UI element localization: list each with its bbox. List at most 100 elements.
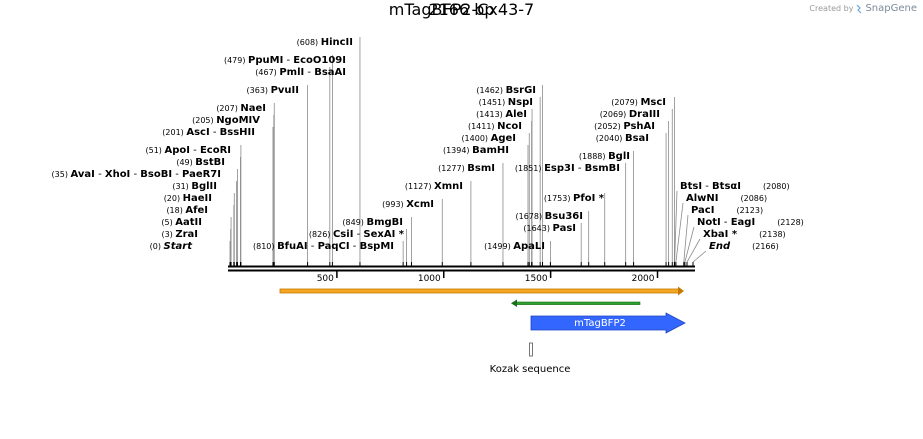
enzyme-apoi[interactable]: (51) ApoI - EcoRI — [146, 145, 232, 156]
enzyme-label: End (2166) — [709, 241, 779, 252]
enzyme-paci[interactable]: PacI (2123) — [691, 205, 763, 216]
enzyme-label: (49) BstBI — [176, 157, 225, 168]
enzyme-label: (467) PmlI - BsaAI — [255, 67, 346, 78]
enzyme-label: PacI (2123) — [691, 205, 763, 216]
snapgene-brand-text: SnapGene — [865, 3, 917, 14]
enzyme-pasi[interactable]: (1643) PasI — [523, 223, 576, 234]
kozak-label: Kozak sequence — [490, 364, 571, 375]
enzyme-label: (0) Start — [150, 241, 194, 252]
enzyme-agei[interactable]: (1400) AgeI — [461, 133, 516, 144]
orange-feature[interactable] — [279, 286, 684, 296]
enzyme-bsrgi[interactable]: (1462) BsrGI — [476, 85, 536, 96]
enzyme-label: AlwNI (2086) — [686, 193, 767, 204]
enzyme-ncoi[interactable]: (1411) NcoI — [468, 121, 522, 132]
enzyme-label: (2079) MscI — [611, 97, 666, 108]
enzyme-pvuii[interactable]: (363) PvuII — [247, 85, 299, 96]
enzyme-naei[interactable]: (207) NaeI — [216, 103, 266, 114]
cut-line — [684, 226, 695, 263]
enzyme-bamhi[interactable]: (1394) BamHI — [443, 145, 509, 156]
enzyme-nspi[interactable]: (1451) NspI — [479, 97, 533, 108]
enzyme-label: (2052) PshAI — [594, 121, 655, 132]
enzyme-label: (20) HaeII — [164, 193, 212, 204]
created-by-text: Created by — [809, 4, 854, 13]
enzyme-haeii[interactable]: (20) HaeII — [164, 193, 212, 204]
enzyme-label: (2040) BsaI — [596, 133, 649, 144]
enzyme-msci[interactable]: (2079) MscI — [611, 97, 666, 108]
enzyme-label: (1394) BamHI — [443, 145, 509, 156]
enzyme-avai[interactable]: (35) AvaI - XhoI - BsoBI - PaeR7I — [52, 169, 221, 180]
enzyme-pfoi[interactable]: (1753) PfoI * — [544, 193, 605, 204]
enzyme-bfuai[interactable]: (810) BfuAI - PaqCI - BspMI — [253, 241, 394, 252]
enzyme-bsu36i[interactable]: (1678) Bsu36I — [516, 211, 584, 222]
enzyme-xmni[interactable]: (1127) XmnI — [405, 181, 463, 192]
enzyme-apali[interactable]: (1499) ApaLI — [484, 241, 545, 252]
ruler-label: 2000 — [632, 274, 655, 284]
enzyme-bsai[interactable]: (2040) BsaI — [596, 133, 649, 144]
enzyme-start[interactable]: (0) Start — [150, 241, 194, 252]
enzyme-label: (1277) BsmI — [438, 163, 495, 174]
enzyme-label: (479) PpuMI - EcoO109I — [224, 55, 346, 66]
enzyme-csii[interactable]: (826) CsiI - SexAI * — [309, 229, 405, 240]
enzyme-esp3i[interactable]: (1851) Esp3I - BsmBI — [515, 163, 620, 174]
enzyme-label: (1888) BglI — [579, 151, 630, 162]
enzyme-label: (810) BfuAI - PaqCI - BspMI — [253, 241, 394, 252]
enzyme-bmgbi[interactable]: (849) BmgBI — [342, 217, 403, 228]
enzyme-aatii[interactable]: (5) AatII — [161, 217, 202, 228]
enzyme-draiii[interactable]: (2069) DraIII — [600, 109, 660, 120]
enzyme-label: (1643) PasI — [523, 223, 576, 234]
ruler-label: 500 — [317, 274, 334, 284]
enzyme-alwni[interactable]: AlwNI (2086) — [686, 193, 767, 204]
enzyme-bstbi[interactable]: (49) BstBI — [176, 157, 225, 168]
enzyme-asci[interactable]: (201) AscI - BssHII — [162, 127, 255, 138]
enzyme-label: (207) NaeI — [216, 103, 266, 114]
enzyme-btsi[interactable]: BtsI - BtsαI (2080) — [680, 181, 790, 192]
enzyme-noti[interactable]: NotI - EagI (2128) — [697, 217, 804, 228]
enzyme-label: (849) BmgBI — [342, 217, 403, 228]
enzyme-label: (1451) NspI — [479, 97, 533, 108]
enzyme-label: (1413) AleI — [476, 109, 527, 120]
enzyme-label: (1411) NcoI — [468, 121, 522, 132]
mtagbfp2-feature[interactable]: mTagBFP2 — [530, 312, 686, 334]
enzyme-ngomiv[interactable]: (205) NgoMIV — [192, 115, 260, 126]
enzyme-labels: (608) HincII (479) PpuMI - EcoO109I(467) … — [52, 37, 804, 252]
enzyme-pmli[interactable]: (467) PmlI - BsaAI — [255, 67, 346, 78]
enzyme-label: (363) PvuII — [247, 85, 299, 96]
enzyme-bglii[interactable]: (31) BglII — [172, 181, 217, 192]
kozak-feature[interactable]: Kozak sequence — [490, 342, 571, 375]
green-feature[interactable] — [511, 299, 641, 308]
enzyme-label: (201) AscI - BssHII — [162, 127, 255, 138]
enzyme-pshai[interactable]: (2052) PshAI — [594, 121, 655, 132]
cut-line — [686, 238, 701, 263]
enzyme-label: NotI - EagI (2128) — [697, 217, 804, 228]
snapgene-brand: Created by SnapGene — [809, 3, 917, 14]
snapgene-logo-icon — [857, 4, 862, 13]
cut-line — [692, 250, 707, 263]
enzyme-label: (31) BglII — [172, 181, 217, 192]
enzyme-end[interactable]: End (2166) — [709, 241, 779, 252]
enzyme-label: (51) ApoI - EcoRI — [146, 145, 232, 156]
enzyme-xbai[interactable]: XbaI * (2138) — [703, 229, 786, 240]
enzyme-label: (18) AfeI — [166, 205, 208, 216]
mtagbfp2-label: mTagBFP2 — [574, 318, 626, 329]
enzyme-ppumi[interactable]: (479) PpuMI - EcoO109I — [224, 55, 346, 66]
plasmid-length: 2166 bp — [428, 0, 495, 19]
enzyme-afei[interactable]: (18) AfeI — [166, 205, 208, 216]
enzyme-label: (1400) AgeI — [461, 133, 516, 144]
plasmid-name: mTagBFP2-Cx43-7 — [388, 0, 535, 19]
enzyme-zrai[interactable]: (3) ZraI — [161, 229, 198, 240]
enzyme-alei[interactable]: (1413) AleI — [476, 109, 527, 120]
ruler-label: 1000 — [418, 274, 441, 284]
enzyme-bsmi[interactable]: (1277) BsmI — [438, 163, 495, 174]
enzyme-label: (608) HincII — [297, 37, 353, 48]
backbone — [228, 265, 695, 272]
enzyme-label: (35) AvaI - XhoI - BsoBI - PaeR7I — [52, 169, 221, 180]
enzyme-bgli[interactable]: (1888) BglI — [579, 151, 630, 162]
enzyme-hincii[interactable]: (608) HincII — [297, 37, 353, 48]
enzyme-label: (2069) DraIII — [600, 109, 660, 120]
enzyme-label: (1127) XmnI — [405, 181, 463, 192]
enzyme-label: (1499) ApaLI — [484, 241, 545, 252]
cut-line — [675, 202, 684, 263]
enzyme-label: XbaI * (2138) — [703, 229, 786, 240]
enzyme-label: (5) AatII — [161, 217, 202, 228]
enzyme-xcmi[interactable]: (993) XcmI — [382, 199, 434, 210]
